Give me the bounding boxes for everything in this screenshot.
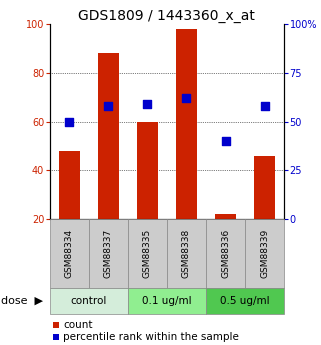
Point xyxy=(262,103,267,109)
Point xyxy=(106,103,111,109)
Point xyxy=(145,101,150,107)
Text: dose  ▶: dose ▶ xyxy=(1,296,43,306)
Bar xyxy=(98,53,119,219)
Bar xyxy=(176,29,197,219)
Bar xyxy=(254,156,275,219)
Point xyxy=(184,96,189,101)
Text: GSM88338: GSM88338 xyxy=(182,229,191,278)
Text: GSM88334: GSM88334 xyxy=(65,229,74,278)
Text: control: control xyxy=(71,296,107,306)
Point xyxy=(223,138,228,144)
Point xyxy=(67,119,72,125)
Text: GSM88339: GSM88339 xyxy=(260,229,269,278)
Text: GSM88336: GSM88336 xyxy=(221,229,230,278)
Text: count: count xyxy=(63,321,93,330)
Text: 0.5 ug/ml: 0.5 ug/ml xyxy=(220,296,270,306)
Bar xyxy=(137,122,158,219)
Title: GDS1809 / 1443360_x_at: GDS1809 / 1443360_x_at xyxy=(78,9,256,23)
Bar xyxy=(58,151,80,219)
Bar xyxy=(215,214,236,219)
Text: percentile rank within the sample: percentile rank within the sample xyxy=(63,332,239,342)
Text: 0.1 ug/ml: 0.1 ug/ml xyxy=(142,296,192,306)
Text: GSM88335: GSM88335 xyxy=(143,229,152,278)
Text: GSM88337: GSM88337 xyxy=(104,229,113,278)
